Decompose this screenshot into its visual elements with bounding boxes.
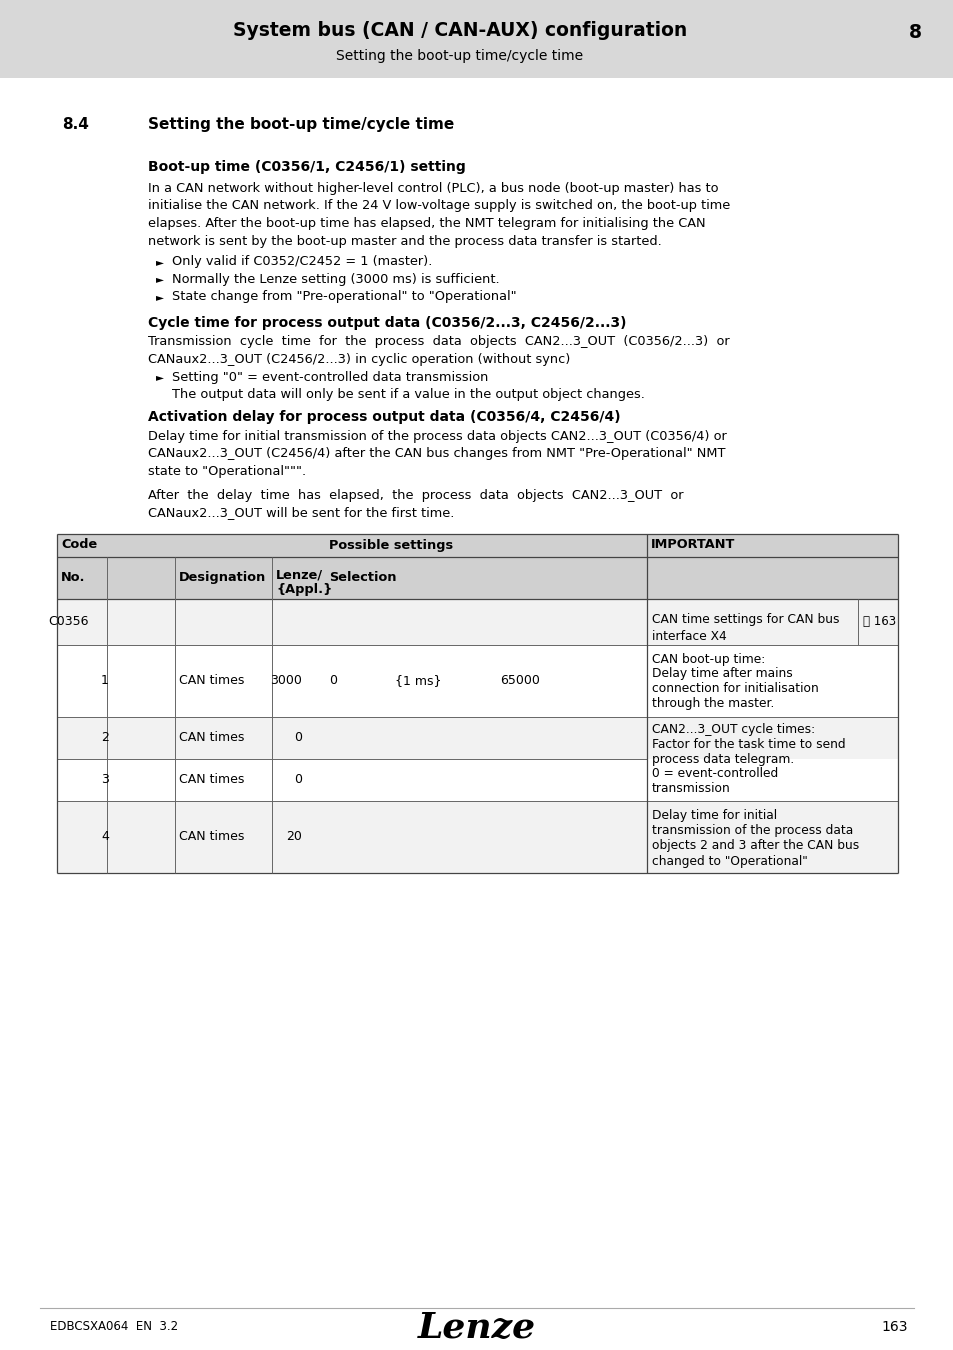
Text: 4: 4 xyxy=(101,830,109,842)
Text: Activation delay for process output data (C0356/4, C2456/4): Activation delay for process output data… xyxy=(148,410,620,424)
Text: Code: Code xyxy=(61,539,97,552)
Text: Setting the boot-up time/cycle time: Setting the boot-up time/cycle time xyxy=(148,117,454,132)
Text: ►: ► xyxy=(156,274,164,285)
Text: CAN times: CAN times xyxy=(179,774,244,786)
Bar xyxy=(0,0,953,78)
Text: EDBCSXA064  EN  3.2: EDBCSXA064 EN 3.2 xyxy=(50,1320,178,1334)
Text: {1 ms}: {1 ms} xyxy=(395,674,441,687)
Text: 0: 0 xyxy=(329,674,336,687)
Text: ►: ► xyxy=(156,292,164,302)
Bar xyxy=(57,598,897,644)
Text: Possible settings: Possible settings xyxy=(329,539,453,552)
Text: CANaux2...3_OUT will be sent for the first time.: CANaux2...3_OUT will be sent for the fir… xyxy=(148,506,454,518)
Text: State change from "Pre-operational" to "Operational": State change from "Pre-operational" to "… xyxy=(172,290,517,302)
Text: Delay time for initial transmission of the process data objects CAN2...3_OUT (C0: Delay time for initial transmission of t… xyxy=(148,431,726,443)
Text: Normally the Lenze setting (3000 ms) is sufficient.: Normally the Lenze setting (3000 ms) is … xyxy=(172,273,499,285)
Bar xyxy=(57,644,897,717)
Text: ►: ► xyxy=(156,256,164,267)
Text: System bus (CAN / CAN-AUX) configuration: System bus (CAN / CAN-AUX) configuration xyxy=(233,20,686,39)
Text: 3: 3 xyxy=(101,774,109,786)
Text: process data telegram.: process data telegram. xyxy=(651,752,794,765)
Text: 65000: 65000 xyxy=(499,674,539,687)
Text: IMPORTANT: IMPORTANT xyxy=(650,539,735,552)
Text: 0: 0 xyxy=(294,730,302,744)
Bar xyxy=(57,759,897,801)
Text: CAN2...3_OUT cycle times:: CAN2...3_OUT cycle times: xyxy=(651,724,814,737)
Bar xyxy=(57,533,897,556)
Text: 2: 2 xyxy=(101,730,109,744)
Text: Lenze: Lenze xyxy=(417,1311,536,1345)
Text: transmission of the process data: transmission of the process data xyxy=(651,824,852,837)
Text: CAN times: CAN times xyxy=(179,674,244,687)
Text: 163: 163 xyxy=(881,1320,907,1334)
Text: Setting "0" = event-controlled data transmission: Setting "0" = event-controlled data tran… xyxy=(172,370,488,383)
Text: Factor for the task time to send: Factor for the task time to send xyxy=(651,738,844,751)
Text: 8.4: 8.4 xyxy=(62,117,89,132)
Text: CANaux2...3_OUT (C2456/2...3) in cyclic operation (without sync): CANaux2...3_OUT (C2456/2...3) in cyclic … xyxy=(148,352,570,366)
Text: Setting the boot-up time/cycle time: Setting the boot-up time/cycle time xyxy=(336,49,583,63)
Text: transmission: transmission xyxy=(651,782,730,795)
Text: through the master.: through the master. xyxy=(651,698,774,710)
Text: The output data will only be sent if a value in the output object changes.: The output data will only be sent if a v… xyxy=(172,387,644,401)
Text: Only valid if C0352/C2452 = 1 (master).: Only valid if C0352/C2452 = 1 (master). xyxy=(172,255,432,269)
Text: Boot-up time (C0356/1, C2456/1) setting: Boot-up time (C0356/1, C2456/1) setting xyxy=(148,161,465,174)
Text: CAN time settings for CAN bus: CAN time settings for CAN bus xyxy=(651,613,839,626)
Text: CAN times: CAN times xyxy=(179,830,244,842)
Text: connection for initialisation: connection for initialisation xyxy=(651,683,818,695)
Text: Delay time after mains: Delay time after mains xyxy=(651,667,792,680)
Text: Delay time for initial: Delay time for initial xyxy=(651,809,777,822)
Text: 3000: 3000 xyxy=(270,674,302,687)
Text: network is sent by the boot-up master and the process data transfer is started.: network is sent by the boot-up master an… xyxy=(148,235,661,247)
Text: Selection: Selection xyxy=(329,571,396,585)
Text: 20: 20 xyxy=(286,830,302,842)
Text: 1: 1 xyxy=(101,674,109,687)
Text: ►: ► xyxy=(156,373,164,382)
Bar xyxy=(57,801,897,872)
Text: Designation: Designation xyxy=(179,571,266,585)
Text: initialise the CAN network. If the 24 V low-voltage supply is switched on, the b: initialise the CAN network. If the 24 V … xyxy=(148,200,729,212)
Text: Transmission  cycle  time  for  the  process  data  objects  CAN2...3_OUT  (C035: Transmission cycle time for the process … xyxy=(148,336,729,348)
Bar xyxy=(57,717,897,759)
Text: Cycle time for process output data (C0356/2...3, C2456/2...3): Cycle time for process output data (C035… xyxy=(148,316,626,329)
Text: 0 = event-controlled: 0 = event-controlled xyxy=(651,767,778,780)
Text: Lenze/: Lenze/ xyxy=(275,568,323,582)
Text: ⎓ 163: ⎓ 163 xyxy=(862,616,895,628)
Text: CANaux2...3_OUT (C2456/4) after the CAN bus changes from NMT "Pre-Operational" N: CANaux2...3_OUT (C2456/4) after the CAN … xyxy=(148,447,724,460)
Text: After  the  delay  time  has  elapsed,  the  process  data  objects  CAN2...3_OU: After the delay time has elapsed, the pr… xyxy=(148,489,682,501)
Text: {Appl.}: {Appl.} xyxy=(275,582,332,595)
Text: C0356: C0356 xyxy=(49,616,89,628)
Text: state to "Operational""".: state to "Operational""". xyxy=(148,464,306,478)
Text: CAN times: CAN times xyxy=(179,730,244,744)
Text: CAN boot-up time:: CAN boot-up time: xyxy=(651,652,764,666)
Text: interface X4: interface X4 xyxy=(651,629,726,643)
Bar xyxy=(57,556,897,598)
Text: No.: No. xyxy=(61,571,86,585)
Text: 8: 8 xyxy=(907,23,921,42)
Text: 0: 0 xyxy=(294,774,302,786)
Text: objects 2 and 3 after the CAN bus: objects 2 and 3 after the CAN bus xyxy=(651,840,859,852)
Text: In a CAN network without higher-level control (PLC), a bus node (boot-up master): In a CAN network without higher-level co… xyxy=(148,182,718,194)
Text: changed to "Operational": changed to "Operational" xyxy=(651,855,807,868)
Text: elapses. After the boot-up time has elapsed, the NMT telegram for initialising t: elapses. After the boot-up time has elap… xyxy=(148,217,705,230)
